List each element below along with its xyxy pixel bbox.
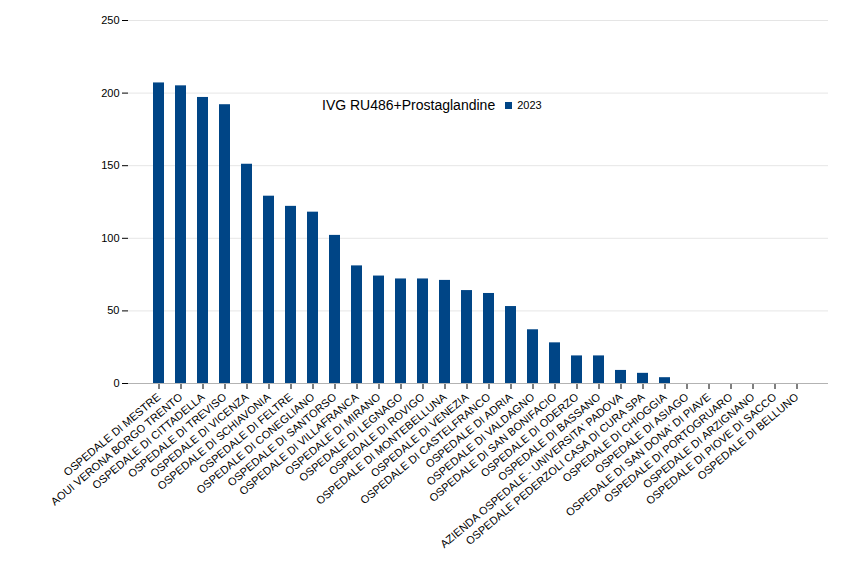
svg-text:OSPEDALE DI VALDAGNO: OSPEDALE DI VALDAGNO [424, 390, 537, 488]
svg-text:OSPEDALE DI ARZIGNANO: OSPEDALE DI ARZIGNANO [640, 390, 757, 491]
svg-text:OSPEDALE DI ASIAGO: OSPEDALE DI ASIAGO [592, 390, 691, 476]
svg-text:OSPEDALE DI CONEGLIANO: OSPEDALE DI CONEGLIANO [194, 390, 317, 497]
svg-text:OSPEDALE DI SAN DONA' DI PIAVE: OSPEDALE DI SAN DONA' DI PIAVE [563, 390, 713, 519]
svg-text:250: 250 [101, 14, 119, 26]
svg-text:0: 0 [113, 377, 119, 389]
svg-text:OSPEDALE DI BELLUNO: OSPEDALE DI BELLUNO [695, 390, 801, 482]
svg-text:OSPEDALE DI ADRIA: OSPEDALE DI ADRIA [423, 390, 515, 471]
svg-text:AOUI VERONA BORGO TRENTO: AOUI VERONA BORGO TRENTO [48, 390, 185, 508]
html-text:2023: 2023 [517, 99, 542, 111]
svg-text:OSPEDALE DI CITTADELLA: OSPEDALE DI CITTADELLA [89, 390, 207, 492]
svg-text:OSPEDALE DI FELTRE: OSPEDALE DI FELTRE [196, 390, 295, 476]
svg-text:OSPEDALE PEDERZOLI CASA DI CUR: OSPEDALE PEDERZOLI CASA DI CURA SPA [463, 390, 647, 547]
svg-text:OSPEDALE DI TREVISO: OSPEDALE DI TREVISO [125, 390, 229, 480]
svg-text:OSPEDALE DI SANTORSO: OSPEDALE DI SANTORSO [225, 390, 339, 489]
svg-text:OSPEDALE DI SCHIAVONIA: OSPEDALE DI SCHIAVONIA [154, 390, 273, 492]
svg-text:OSPEDALE DI PORTOGRUARO: OSPEDALE DI PORTOGRUARO [601, 390, 735, 505]
html-text:IVG RU486+Prostaglandine: IVG RU486+Prostaglandine [322, 97, 496, 113]
svg-text:OSPEDALE DI CHIOGGIA: OSPEDALE DI CHIOGGIA [560, 390, 669, 485]
svg-text:OSPEDALE DI SAN BONIFACIO: OSPEDALE DI SAN BONIFACIO [426, 390, 559, 504]
svg-text:OSPEDALE DI ODERZO: OSPEDALE DI ODERZO [478, 390, 581, 480]
svg-text:OSPEDALE DI CASTELFRANCO: OSPEDALE DI CASTELFRANCO [357, 390, 493, 507]
svg-text:OSPEDALE DI ROVIGO: OSPEDALE DI ROVIGO [326, 390, 427, 478]
svg-text:OSPEDALE DI MESTRE: OSPEDALE DI MESTRE [61, 390, 163, 479]
svg-text:OSPEDALE DI LEGNAGO: OSPEDALE DI LEGNAGO [296, 390, 405, 484]
svg-text:OSPEDALE DI VICENZA: OSPEDALE DI VICENZA [147, 390, 251, 480]
svg-text:OSPEDALE DI VILLAFRANCA: OSPEDALE DI VILLAFRANCA [236, 390, 361, 498]
svg-text:OSPEDALE DI BASSANO: OSPEDALE DI BASSANO [495, 390, 603, 484]
svg-text:150: 150 [101, 159, 119, 171]
svg-text:OSPEDALE DI MIRANO: OSPEDALE DI MIRANO [282, 390, 383, 478]
svg-text:OSPEDALE DI MONTEBELLUNA: OSPEDALE DI MONTEBELLUNA [313, 390, 449, 507]
svg-text:100: 100 [101, 232, 119, 244]
svg-text:200: 200 [101, 87, 119, 99]
svg-text:OSPEDALE DI PIOVE DI SACCO: OSPEDALE DI PIOVE DI SACCO [643, 390, 778, 506]
svg-text:AZIENDA OSPEDALE - UNIVERSITA': AZIENDA OSPEDALE - UNIVERSITA' PADOVA [437, 390, 625, 551]
svg-text:50: 50 [107, 304, 119, 316]
svg-text:OSPEDALE DI VENEZIA: OSPEDALE DI VENEZIA [368, 390, 471, 480]
